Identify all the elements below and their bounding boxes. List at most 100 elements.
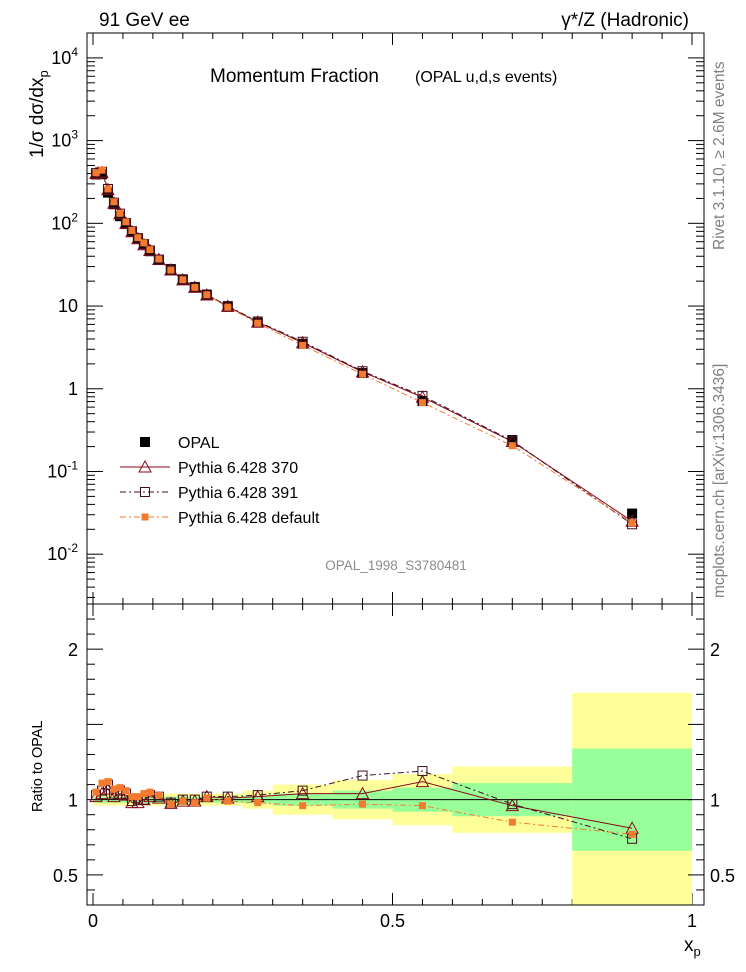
series-marker	[146, 246, 154, 254]
series-marker	[144, 245, 155, 256]
series-marker	[189, 281, 200, 292]
ratio-marker	[254, 799, 262, 807]
side-rivet-label: Rivet 3.1.10, ≥ 2.6M events	[711, 61, 728, 250]
series-marker	[104, 185, 112, 193]
x-tick-label: 1	[687, 911, 697, 931]
ratio-marker	[297, 785, 308, 796]
ratio-y-tick-label: 2	[68, 640, 78, 660]
ratio-y-tick-label-right: 1	[710, 791, 720, 811]
ratio-xlabel: xp	[684, 935, 701, 959]
ratio-marker	[128, 793, 136, 801]
series-line	[95, 172, 633, 522]
ratio-marker	[415, 774, 430, 788]
series-marker	[299, 341, 307, 349]
series-marker	[116, 209, 124, 217]
ratio-marker	[131, 795, 145, 809]
series-marker	[102, 184, 113, 195]
analysis-label: OPAL_1998_S3780481	[325, 558, 467, 573]
header-left-label: 91 GeV ee	[99, 10, 190, 31]
series-line	[95, 169, 633, 524]
side-mcplots-label: mcplots.cern.ch [arXiv:1306.3436]	[711, 364, 728, 598]
legend-label: Pythia 6.428 370	[178, 460, 298, 477]
ratio-marker	[104, 778, 112, 786]
ratio-marker	[299, 802, 307, 810]
chart-subtitle: (OPAL u,d,s events)	[415, 69, 557, 86]
ratio-marker	[134, 793, 142, 801]
series-marker	[508, 442, 516, 450]
ratio-marker	[505, 798, 520, 812]
ratio-marker	[89, 789, 103, 803]
data-point	[102, 187, 113, 198]
ratio-marker	[179, 797, 187, 805]
ratio-marker	[357, 770, 368, 781]
ratio-marker	[116, 784, 124, 792]
data-point	[96, 169, 107, 180]
y-tick-label: 10-1	[47, 458, 78, 481]
x-tick-label: 0	[88, 911, 98, 931]
series-marker	[191, 283, 199, 291]
series-marker	[165, 264, 176, 275]
ratio-marker	[146, 788, 154, 796]
ratio-marker	[417, 766, 428, 777]
series-marker	[179, 276, 187, 284]
chart-title: Momentum Fraction	[210, 66, 379, 87]
y-tick-label: 1	[68, 379, 78, 399]
svg-text:1/σ dσ/dxp: 1/σ dσ/dxp	[27, 70, 51, 158]
legend-label: OPAL	[178, 435, 220, 452]
series-marker	[177, 274, 188, 285]
ratio-marker	[92, 788, 100, 796]
ratio-marker	[355, 786, 370, 800]
data-point	[507, 435, 518, 446]
series-marker	[418, 399, 426, 407]
ratio-marker	[507, 799, 518, 810]
series-marker	[254, 319, 262, 327]
series-marker	[132, 233, 143, 244]
ratio-y-tick-label: 1	[68, 791, 78, 811]
y-tick-label: 102	[51, 210, 78, 233]
ratio-marker	[224, 797, 232, 805]
legend-marker	[138, 459, 152, 473]
ratio-marker	[295, 786, 310, 800]
ratio-marker	[122, 787, 130, 795]
series-marker	[167, 266, 175, 274]
series-marker	[128, 226, 136, 234]
ratio-marker	[155, 791, 163, 799]
ratio-panel: 0 0.5 1 0.5 0.5 1 1 2 2	[53, 603, 735, 931]
series-marker	[126, 226, 137, 237]
ratio-marker	[191, 799, 199, 807]
ratio-marker	[167, 800, 175, 808]
series-marker	[134, 234, 142, 242]
series-marker	[155, 255, 163, 263]
legend-label: Pythia 6.428 default	[178, 510, 320, 527]
ratio-marker	[110, 785, 118, 793]
ratio-y-tick-label-right: 2	[710, 640, 720, 660]
legend: OPAL Pythia 6.428 370 Pythia 6.428 391 Pyth…	[120, 435, 320, 527]
ratio-y-tick-label-right: 0.5	[710, 866, 735, 886]
series-marker	[201, 289, 212, 300]
ratio-marker	[508, 818, 516, 826]
series-marker	[153, 254, 164, 265]
ratio-ylabel: Ratio to OPAL	[30, 720, 46, 812]
x-tick-label: 0.5	[380, 911, 405, 931]
series-marker	[359, 370, 367, 378]
header-right-label: γ*/Z (Hadronic)	[561, 10, 689, 31]
ratio-marker	[203, 794, 211, 802]
ratio-marker	[140, 790, 148, 798]
series-marker	[98, 166, 106, 174]
ratio-marker	[418, 802, 426, 810]
legend-label: Pythia 6.428 391	[178, 485, 298, 502]
ratio-y-tick-label: 0.5	[53, 866, 78, 886]
ratio-marker	[628, 830, 636, 838]
y-tick-label: 103	[51, 128, 78, 151]
series-marker	[628, 519, 636, 527]
series-marker	[203, 291, 211, 299]
series-marker	[110, 198, 118, 206]
ratio-marker	[98, 779, 106, 787]
legend-marker	[140, 437, 150, 447]
data-point	[627, 508, 638, 519]
ratio-marker	[107, 789, 121, 803]
legend-marker	[141, 513, 149, 521]
ratio-marker	[359, 800, 367, 808]
series-marker	[92, 169, 100, 177]
series-marker	[108, 197, 119, 208]
